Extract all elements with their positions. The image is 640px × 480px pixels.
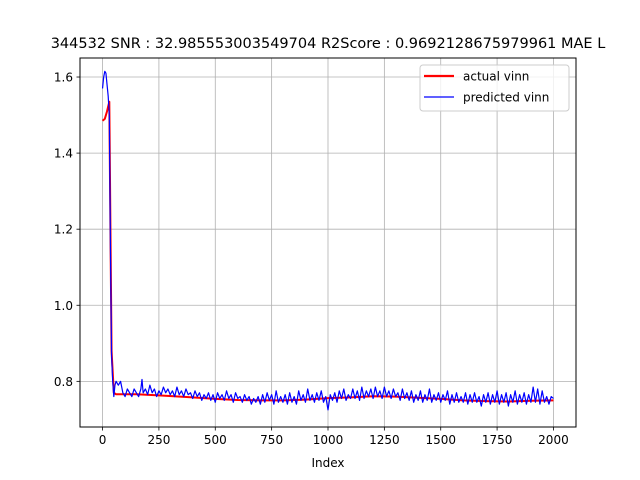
- x-tick-label: 750: [260, 433, 283, 447]
- legend-label-predicted: predicted vinn: [463, 91, 549, 105]
- x-tick-label: 0: [99, 433, 107, 447]
- legend-box: [419, 64, 570, 112]
- y-tick-label: 0.8: [54, 375, 73, 389]
- x-tick-label: 1500: [425, 433, 456, 447]
- y-tick-label: 1.2: [54, 223, 73, 237]
- x-tick-label: 1750: [482, 433, 513, 447]
- y-tick-label: 1.4: [54, 147, 73, 161]
- plot-series: [101, 70, 554, 411]
- x-tick-label: 1250: [369, 433, 400, 447]
- y-tick-label: 1.0: [54, 299, 73, 313]
- x-tick-label: 500: [204, 433, 227, 447]
- legend-label-actual: actual vinn: [463, 70, 529, 84]
- x-axis-label: Index: [311, 456, 344, 470]
- x-tick-label: 2000: [538, 433, 569, 447]
- x-tick-label: 250: [147, 433, 170, 447]
- y-tick-label: 1.6: [54, 71, 73, 85]
- x-tick-label: 1000: [313, 433, 344, 447]
- axis-ticks: 0 250 500 750 1000 1250 1500 1750 2000 0.8 1.0 1.2 1…: [54, 71, 569, 447]
- grid-lines: [80, 58, 576, 427]
- legend: actual vinn predicted vinn: [419, 64, 570, 112]
- chart-title: 344532 SNR : 32.985553003549704 R2Score …: [51, 36, 606, 52]
- predicted-vinn-line: [101, 70, 554, 411]
